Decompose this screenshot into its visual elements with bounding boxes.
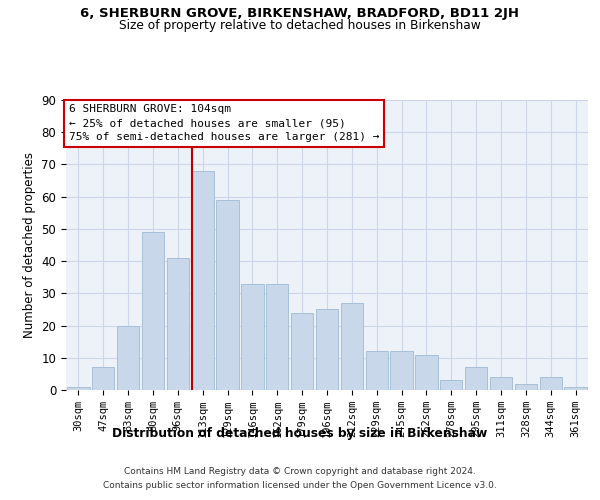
Text: Distribution of detached houses by size in Birkenshaw: Distribution of detached houses by size … [112,428,488,440]
Bar [539,377,562,390]
Text: Contains HM Land Registry data © Crown copyright and database right 2024.: Contains HM Land Registry data © Crown c… [124,468,476,476]
Y-axis label: Number of detached properties: Number of detached properties [23,152,36,338]
Bar [217,200,239,390]
Bar [191,171,214,390]
Text: Size of property relative to detached houses in Birkenshaw: Size of property relative to detached ho… [119,19,481,32]
Bar [92,368,115,390]
Text: 6, SHERBURN GROVE, BIRKENSHAW, BRADFORD, BD11 2JH: 6, SHERBURN GROVE, BIRKENSHAW, BRADFORD,… [80,8,520,20]
Text: Contains public sector information licensed under the Open Government Licence v3: Contains public sector information licen… [103,481,497,490]
Bar [241,284,263,390]
Bar [415,354,437,390]
Bar [490,377,512,390]
Bar [391,352,413,390]
Bar [117,326,139,390]
Bar [565,387,587,390]
Bar [341,303,363,390]
Bar [465,368,487,390]
Bar [167,258,189,390]
Bar [365,352,388,390]
Text: 6 SHERBURN GROVE: 104sqm
← 25% of detached houses are smaller (95)
75% of semi-d: 6 SHERBURN GROVE: 104sqm ← 25% of detach… [68,104,379,142]
Bar [440,380,463,390]
Bar [515,384,537,390]
Bar [142,232,164,390]
Bar [291,312,313,390]
Bar [266,284,289,390]
Bar [67,387,89,390]
Bar [316,310,338,390]
